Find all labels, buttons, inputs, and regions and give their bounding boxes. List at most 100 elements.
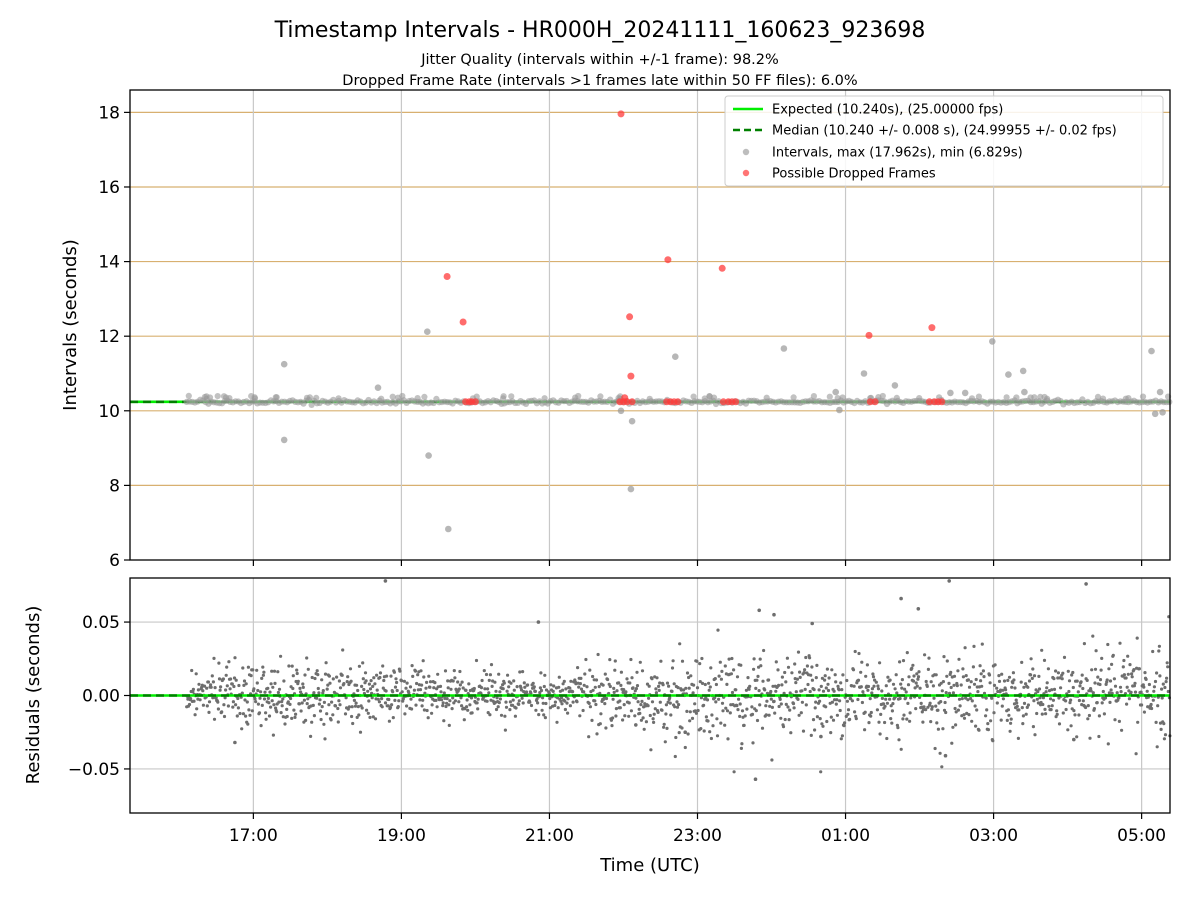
residual-point	[619, 670, 624, 674]
interval-point	[690, 393, 697, 400]
residual-point	[730, 690, 735, 695]
residual-point	[461, 686, 465, 690]
residual-point	[621, 690, 625, 695]
residual-point	[962, 713, 966, 717]
residual-point	[349, 679, 353, 683]
residual-point	[1081, 699, 1085, 703]
residual-point	[315, 696, 319, 700]
residual-point	[958, 704, 962, 708]
residual-point	[930, 705, 934, 709]
residual-point	[261, 665, 265, 669]
residual-point	[912, 674, 916, 678]
residual-point	[715, 734, 720, 738]
residual-point	[1130, 675, 1134, 679]
residual-point	[957, 657, 961, 661]
residual-point	[603, 702, 607, 706]
residual-point	[482, 669, 486, 673]
residual-point	[787, 718, 791, 722]
residual-point	[815, 663, 819, 668]
residual-point	[1163, 733, 1168, 737]
residual-point	[674, 735, 678, 740]
residual-point	[344, 696, 348, 700]
residual-point	[526, 683, 530, 687]
residual-point	[750, 712, 755, 717]
residual-point	[921, 708, 926, 712]
residual-point	[956, 669, 960, 673]
residual-point	[972, 682, 977, 686]
interval-point	[389, 393, 396, 400]
residual-point	[187, 702, 192, 707]
residual-point	[315, 669, 319, 673]
residual-point	[531, 681, 535, 686]
residual-point	[456, 680, 460, 684]
interval-point	[875, 394, 882, 401]
residual-point	[224, 688, 228, 692]
residual-point	[913, 686, 917, 690]
residual-point	[452, 669, 456, 673]
residual-point	[1132, 684, 1136, 688]
residual-point	[1066, 728, 1070, 732]
residual-extreme-point	[634, 723, 638, 727]
residual-point	[234, 703, 238, 707]
residual-point	[233, 656, 237, 660]
residual-point	[409, 697, 413, 701]
residual-point	[347, 705, 351, 709]
residual-point	[665, 726, 669, 731]
residual-point	[719, 721, 723, 725]
residual-point	[825, 667, 830, 671]
residual-point	[843, 721, 847, 725]
residual-point	[857, 651, 861, 656]
residual-point	[891, 702, 895, 706]
residual-point	[362, 687, 366, 692]
interval-point	[1099, 395, 1107, 402]
residual-point	[713, 696, 717, 700]
residual-point	[271, 685, 275, 689]
residual-point	[744, 688, 749, 692]
residual-point	[569, 679, 573, 683]
residual-point	[508, 700, 512, 704]
intervals-y-tick-label: 10	[98, 402, 120, 422]
residual-point	[1103, 696, 1108, 700]
residual-point	[979, 679, 983, 683]
residual-point	[737, 697, 741, 701]
dropped-frame-point	[938, 398, 946, 406]
interval-point	[214, 393, 221, 400]
residual-point	[884, 697, 888, 701]
residual-point	[548, 696, 552, 701]
residual-point	[832, 689, 836, 693]
residual-point	[1156, 704, 1160, 708]
residual-point	[740, 742, 744, 746]
residual-point	[711, 724, 715, 728]
interval-point	[378, 395, 385, 402]
residual-point	[222, 703, 226, 707]
residual-point	[598, 722, 602, 726]
residual-point	[328, 681, 332, 685]
residual-point	[808, 689, 812, 694]
residual-point	[338, 703, 342, 707]
residual-point	[449, 687, 453, 691]
residual-point	[536, 701, 540, 705]
residual-point	[641, 716, 645, 720]
residual-point	[549, 683, 553, 687]
residual-point	[312, 714, 316, 718]
residual-point	[595, 732, 599, 736]
residual-point	[192, 699, 196, 703]
interval-point	[1003, 394, 1010, 401]
residual-point	[1155, 671, 1159, 675]
residual-point	[242, 679, 247, 683]
residual-point	[1029, 657, 1033, 661]
residual-point	[490, 684, 494, 689]
residual-point	[813, 728, 817, 732]
residual-point	[790, 671, 794, 675]
residual-point	[387, 697, 391, 702]
residual-point	[952, 683, 956, 687]
residual-point	[425, 680, 429, 685]
residual-point	[649, 748, 653, 752]
residual-point	[1040, 648, 1044, 652]
residual-point	[1133, 690, 1138, 694]
residual-point	[382, 678, 386, 683]
interval-point	[839, 394, 846, 401]
residual-point	[717, 697, 721, 701]
residual-point	[803, 687, 807, 692]
residual-point	[261, 673, 265, 677]
